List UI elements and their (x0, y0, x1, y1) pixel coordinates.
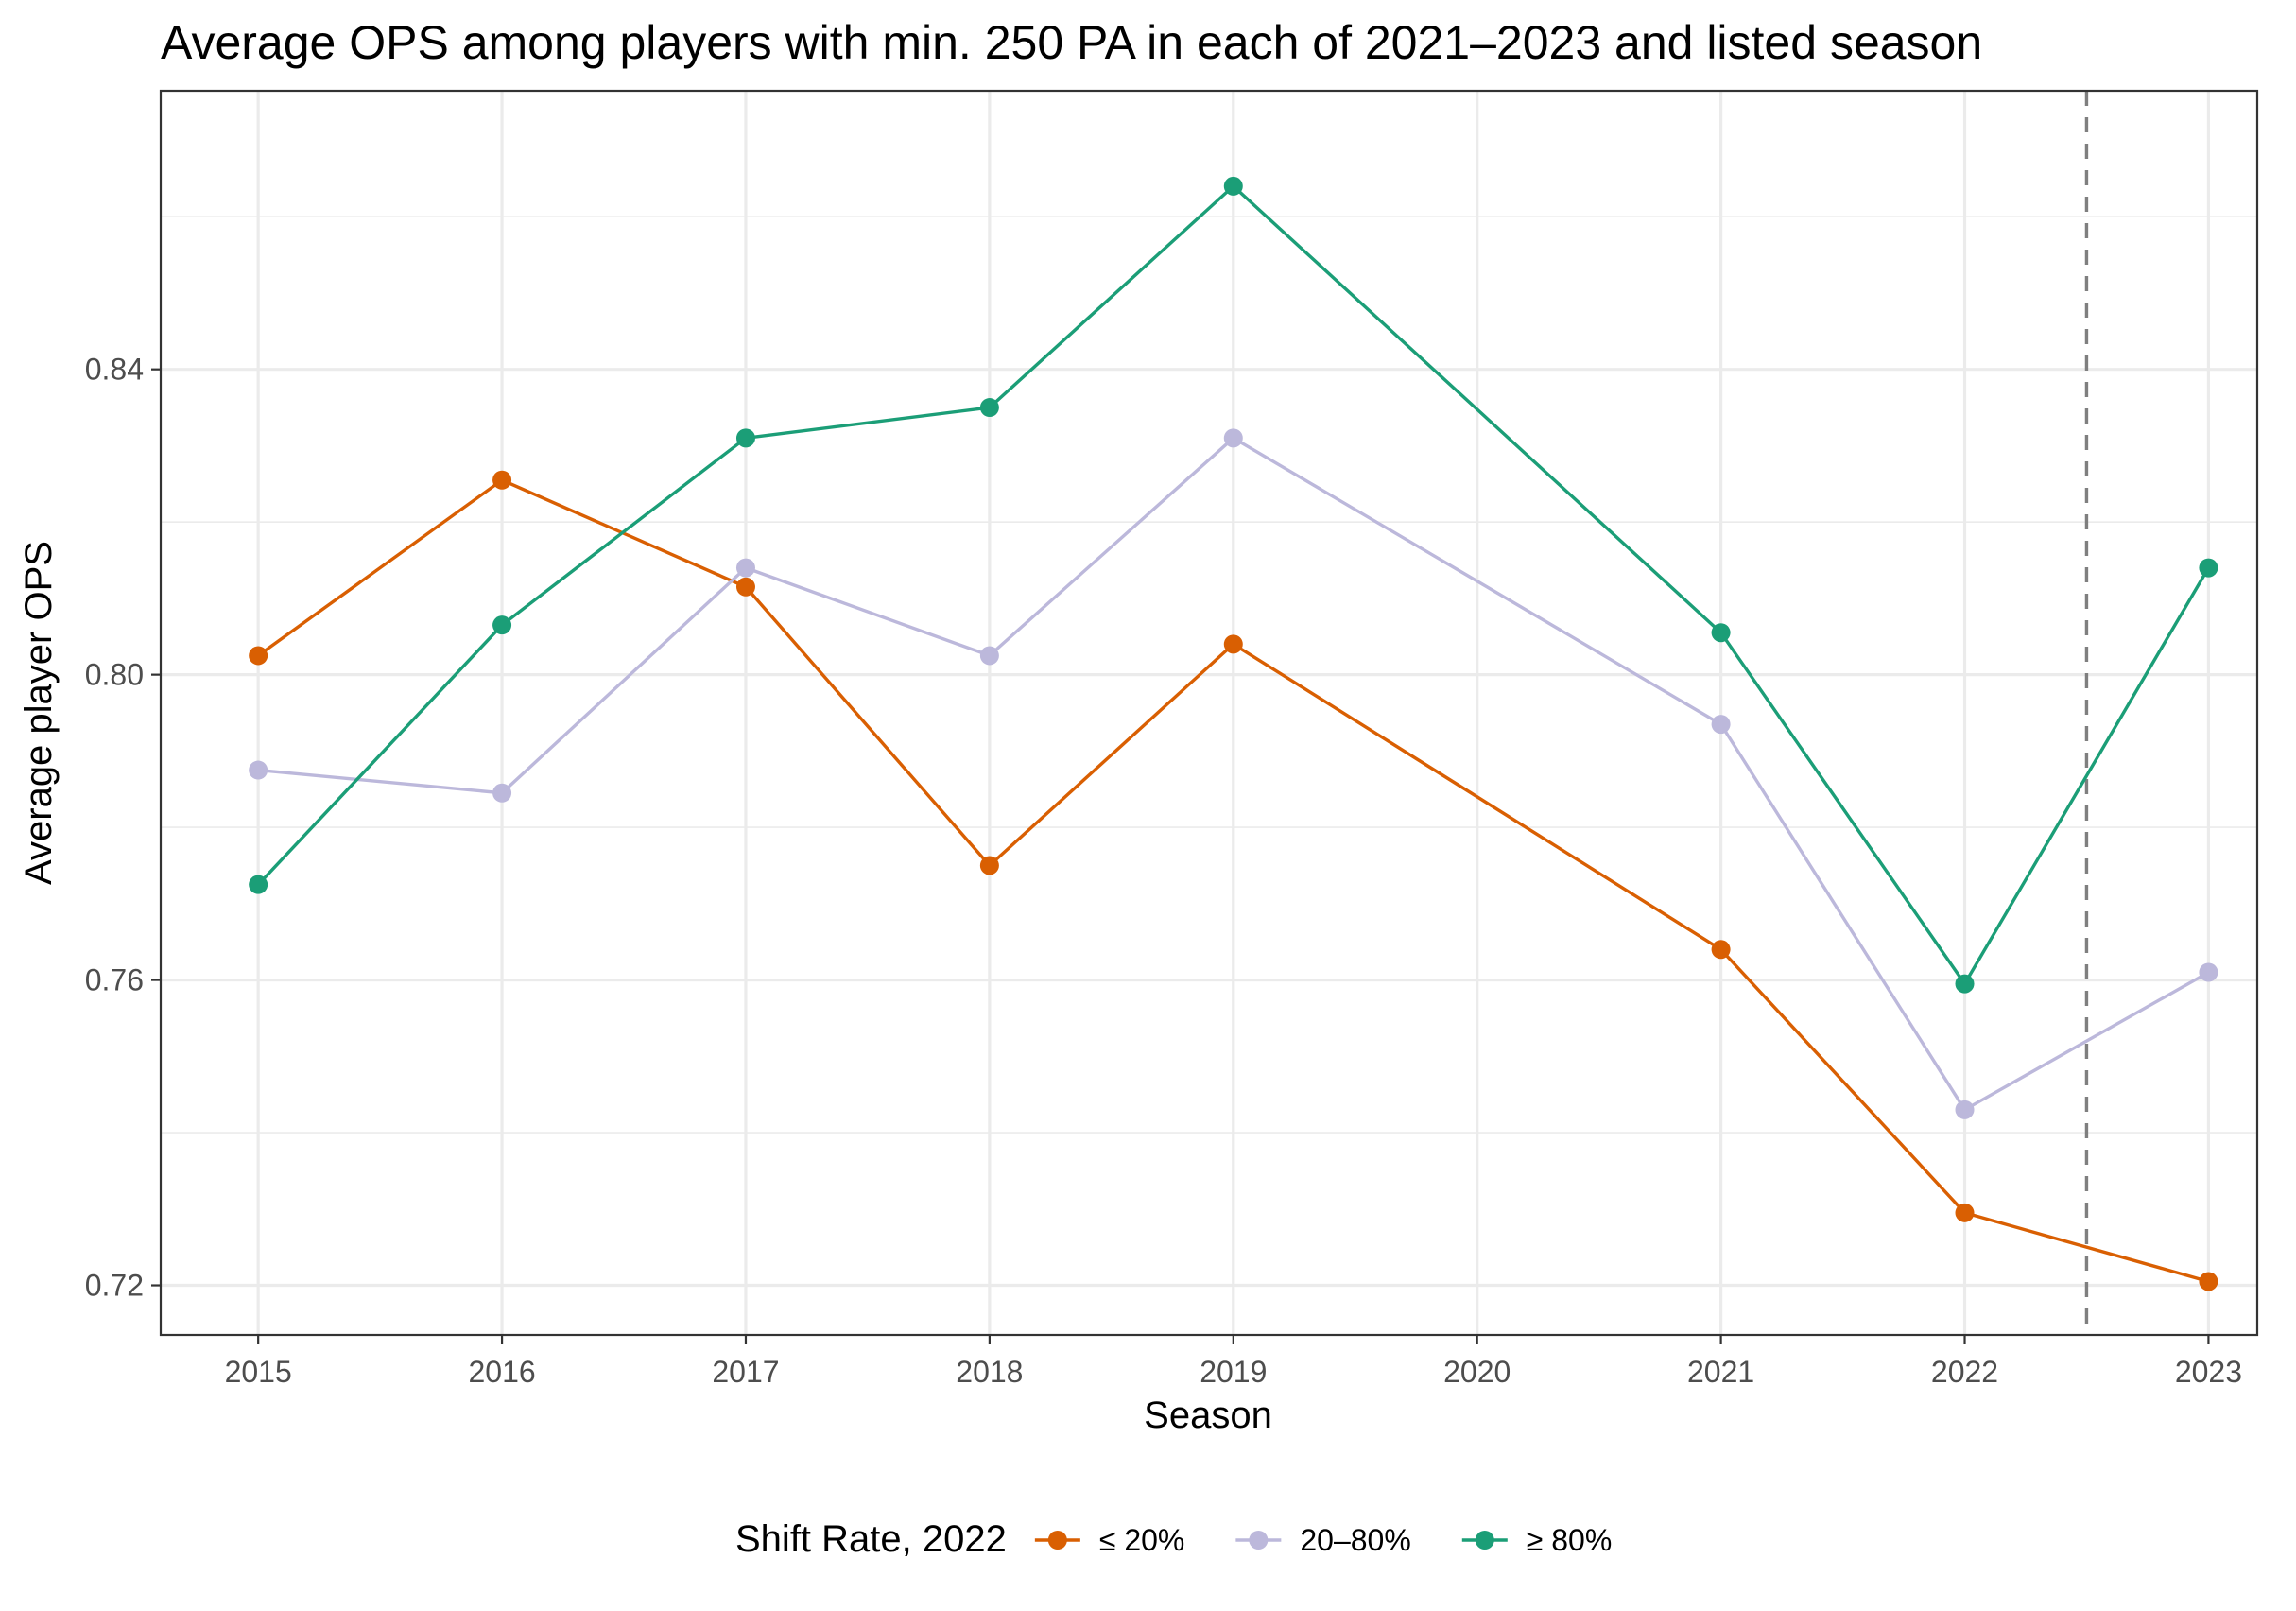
x-tick-label: 2016 (468, 1355, 535, 1389)
x-tick-label: 2019 (1200, 1355, 1267, 1389)
y-axis: 0.72 0.76 0.80 0.84 (85, 353, 161, 1303)
data-point (249, 760, 268, 780)
y-tick-label: 0.72 (85, 1269, 144, 1303)
data-point (492, 783, 512, 803)
data-point (735, 577, 755, 597)
data-point (492, 615, 512, 635)
data-point (2199, 962, 2218, 982)
series-line (256, 436, 2211, 1112)
series-line (256, 184, 2211, 986)
legend-key-1: ≤ 20% (1034, 1523, 1185, 1557)
data-point (735, 558, 755, 578)
data-point (1955, 1203, 1975, 1222)
x-tick-label: 2022 (1931, 1355, 1998, 1389)
data-point (1711, 623, 1731, 643)
x-tick-label: 2017 (712, 1355, 779, 1389)
legend-label: ≥ 80% (1527, 1523, 1613, 1557)
x-axis: 2015 2016 2017 2018 2019 2020 2021 2022 2023 (225, 1335, 2242, 1389)
data-point (1955, 1100, 1975, 1119)
data-point (979, 398, 999, 418)
data-point (979, 646, 999, 666)
legend-key-point (1475, 1531, 1494, 1550)
legend-key-point (1249, 1531, 1269, 1550)
data-point (1223, 634, 1243, 654)
legend-key-point (1047, 1531, 1067, 1550)
major-gridlines (161, 91, 2257, 1335)
data-point (1711, 940, 1731, 960)
legend-title: Shift Rate, 2022 (735, 1518, 1007, 1560)
x-axis-title: Season (1144, 1394, 1272, 1436)
data-point (1955, 974, 1975, 994)
legend-label: 20–80% (1300, 1523, 1410, 1557)
data-point (492, 470, 512, 490)
data-point (1711, 715, 1731, 735)
minor-gridlines (161, 216, 2257, 1134)
x-tick-label: 2018 (956, 1355, 1023, 1389)
legend-keys: ≤ 20% 20–80% ≥ 80% (1034, 1523, 1613, 1557)
x-tick-label: 2020 (1443, 1355, 1511, 1389)
series-3 (249, 176, 2218, 994)
y-tick-label: 0.80 (85, 658, 144, 692)
y-axis-title: Average player OPS (18, 541, 60, 885)
data-point (1223, 428, 1243, 448)
legend: Shift Rate, 2022 ≤ 20% 20–80% ≥ 80% (735, 1518, 1612, 1560)
data-point (2199, 558, 2218, 578)
x-tick-label: 2023 (2175, 1355, 2242, 1389)
series-1 (249, 470, 2218, 1291)
data-point (735, 428, 755, 448)
legend-key-3: ≥ 80% (1461, 1523, 1613, 1557)
series-2 (249, 428, 2218, 1119)
legend-label: ≤ 20% (1099, 1523, 1185, 1557)
data-point (249, 646, 268, 666)
series-line (256, 478, 2211, 1284)
legend-key-2: 20–80% (1235, 1523, 1411, 1557)
plot-border (159, 89, 2259, 1337)
data-point (249, 875, 268, 894)
y-tick-label: 0.76 (85, 963, 144, 997)
x-tick-label: 2015 (225, 1355, 292, 1389)
plot-panel (161, 91, 2257, 1335)
y-tick-label: 0.84 (85, 353, 144, 387)
x-tick-label: 2021 (1687, 1355, 1754, 1389)
data-point (1223, 176, 1243, 196)
chart-title: Average OPS among players with min. 250 … (161, 16, 1982, 69)
data-point (979, 856, 999, 875)
series-layer (249, 176, 2218, 1291)
data-point (2199, 1272, 2218, 1291)
